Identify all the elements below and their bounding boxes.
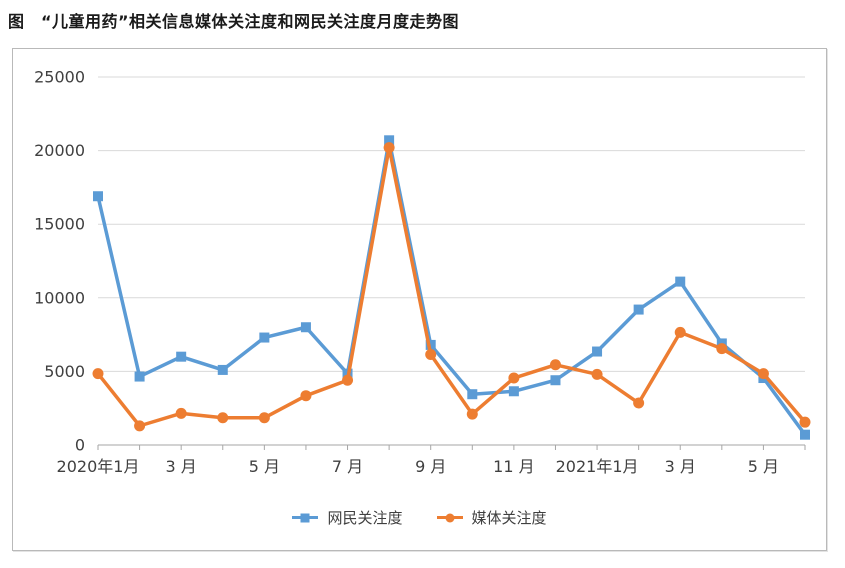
data-point-marker (674, 326, 686, 338)
x-axis-label: 2020年1月 (57, 457, 140, 476)
series-line-1 (96, 145, 807, 428)
data-point-marker (300, 390, 312, 402)
legend-label-media: 媒体关注度 (471, 509, 547, 527)
y-axis-label: 5000 (44, 362, 85, 381)
x-axis-label: 7 月 (332, 457, 363, 476)
y-axis-label: 10000 (34, 288, 85, 307)
y-axis-label: 25000 (34, 68, 85, 87)
data-point-marker (134, 371, 145, 382)
data-point-marker (466, 408, 478, 420)
data-point-marker (757, 368, 769, 380)
x-axis-label: 2021年1月 (556, 457, 639, 476)
y-axis-label: 0 (75, 436, 85, 455)
data-point-marker (550, 375, 561, 386)
legend-item-netizen: 网民关注度 (292, 507, 403, 528)
x-axis-label: 5 月 (249, 457, 280, 476)
data-point-marker (258, 412, 270, 424)
data-point-marker (134, 420, 146, 432)
legend-marker-netizen-icon (292, 513, 319, 522)
data-point-marker (592, 346, 603, 357)
series-line-0 (96, 138, 807, 437)
data-point-marker (549, 359, 561, 371)
data-point-marker (508, 386, 519, 397)
data-point-marker (384, 135, 395, 146)
data-point-marker (175, 407, 187, 419)
y-axis-label: 15000 (34, 215, 85, 234)
data-point-marker (383, 142, 395, 154)
data-point-marker (800, 429, 810, 440)
x-axis-label: 5 月 (748, 457, 779, 476)
data-point-marker (633, 304, 644, 315)
data-point-marker (467, 389, 478, 400)
data-point-marker (342, 374, 354, 386)
legend: 网民关注度 媒体关注度 (13, 507, 826, 528)
legend-marker-media-icon (436, 513, 463, 522)
data-point-marker (675, 276, 686, 287)
y-axis-label: 20000 (34, 141, 85, 160)
line-chart: 0 5000 10000 15000 20000 25000 2020年1月 3 月 5 月 7 … (34, 68, 811, 476)
data-point-marker (93, 191, 103, 202)
data-point-marker (508, 372, 520, 384)
x-axis-label: 3 月 (166, 457, 197, 476)
data-point-marker (425, 339, 436, 350)
data-point-marker (176, 351, 187, 362)
data-point-marker (259, 332, 270, 343)
figure-title: 图 “儿童用药”相关信息媒体关注度和网民关注度月度走势图 (8, 12, 460, 31)
data-point-marker (92, 368, 104, 380)
legend-label-netizen: 网民关注度 (327, 509, 403, 527)
data-point-marker (799, 416, 811, 428)
chart-frame: 0 5000 10000 15000 20000 25000 2020年1月 3 月 5 月 7 … (12, 48, 827, 551)
data-point-marker (300, 322, 311, 333)
legend-item-media: 媒体关注度 (436, 507, 547, 528)
data-point-marker (425, 348, 437, 360)
x-axis-label: 9 月 (415, 457, 446, 476)
data-point-marker (633, 397, 645, 409)
data-point-marker (217, 412, 229, 424)
data-point-marker (591, 368, 603, 380)
data-point-marker (217, 364, 228, 375)
x-axis-label: 3 月 (665, 457, 696, 476)
data-point-marker (716, 343, 728, 355)
x-axis-label: 11 月 (493, 457, 534, 476)
